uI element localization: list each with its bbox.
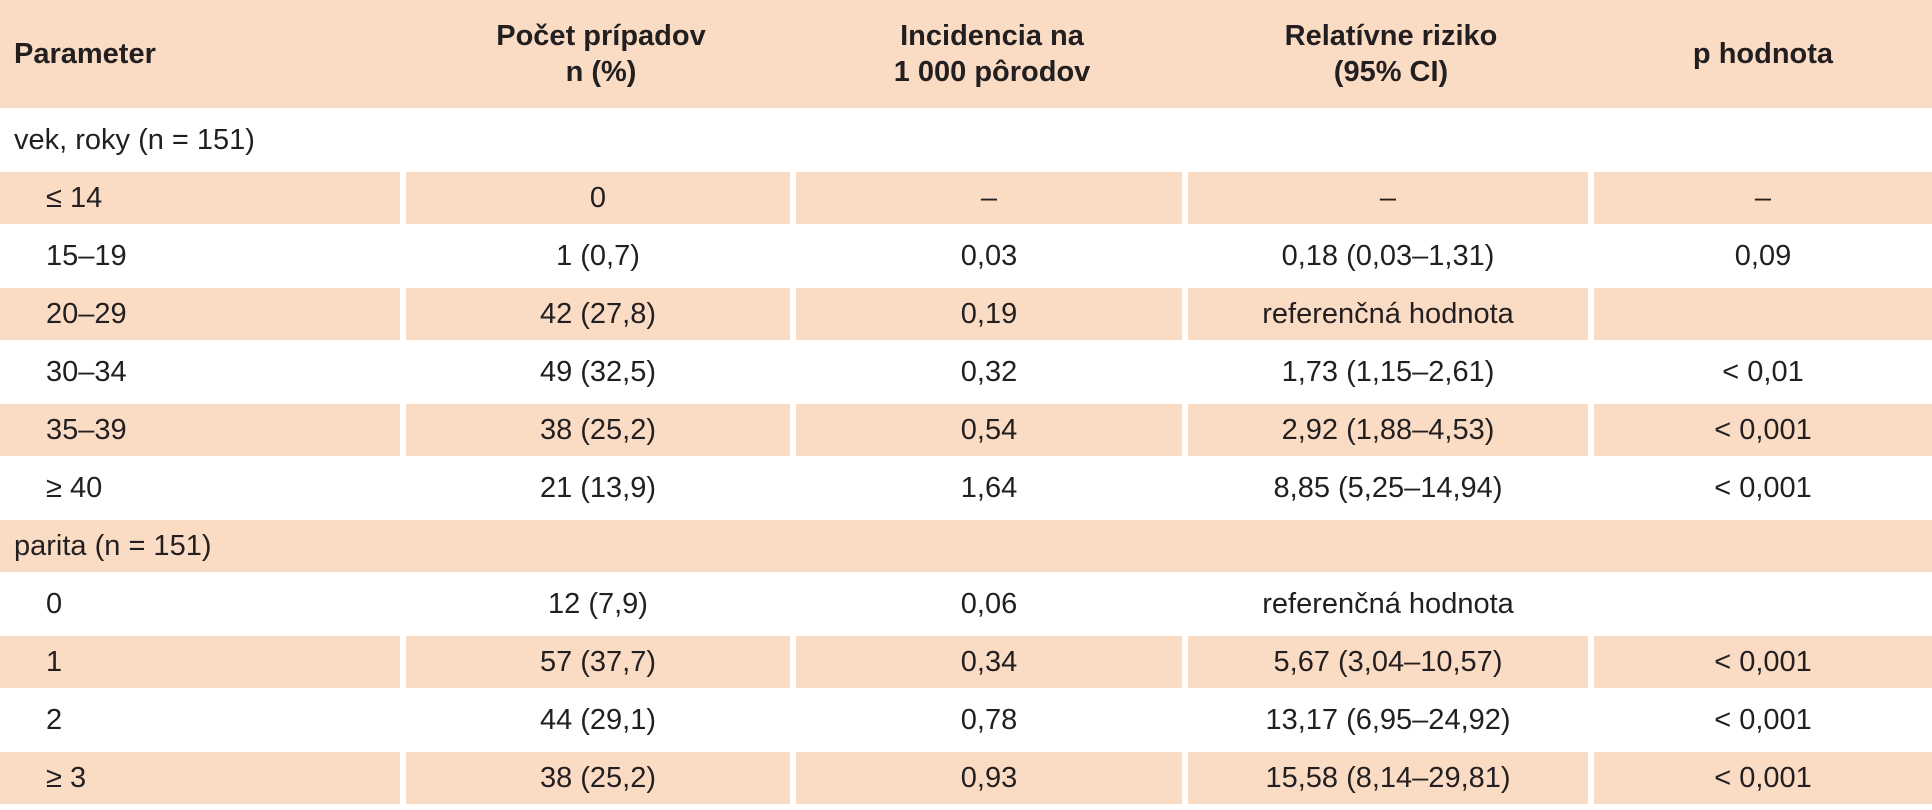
- header-parameter: Parameter: [0, 0, 406, 114]
- group-label: vek, roky (n = 151): [0, 114, 1932, 172]
- cell-p-value: –: [1594, 172, 1932, 230]
- group-row: parita (n = 151): [0, 520, 1932, 578]
- cell-incidence: –: [796, 172, 1188, 230]
- group-label: parita (n = 151): [0, 520, 1932, 578]
- cell-parameter: ≤ 14: [0, 172, 406, 230]
- header-incidence-line1: Incidencia na: [900, 20, 1084, 52]
- cell-parameter: 1: [0, 636, 406, 694]
- cell-count: 21 (13,9): [406, 462, 796, 520]
- table-row: 0 12 (7,9) 0,06 referenčná hodnota: [0, 578, 1932, 636]
- header-risk: Relatívne riziko (95% CI): [1188, 0, 1594, 114]
- cell-incidence: 1,64: [796, 462, 1188, 520]
- cell-incidence: 0,32: [796, 346, 1188, 404]
- table-row: ≥ 40 21 (13,9) 1,64 8,85 (5,25–14,94) < 0,00…: [0, 462, 1932, 520]
- cell-incidence: 0,06: [796, 578, 1188, 636]
- header-incidence-line2: 1 000 pôrodov: [893, 56, 1091, 88]
- cell-p-value: < 0,001: [1594, 752, 1932, 810]
- header-risk-line2: (95% CI): [1333, 56, 1449, 88]
- header-incidence: Incidencia na 1 000 pôrodov: [796, 0, 1188, 114]
- cell-risk: –: [1188, 172, 1594, 230]
- cell-parameter: 20–29: [0, 288, 406, 346]
- cell-risk: 5,67 (3,04–10,57): [1188, 636, 1594, 694]
- cell-p-value: 0,09: [1594, 230, 1932, 288]
- cell-p-value: < 0,001: [1594, 694, 1932, 752]
- cell-count: 1 (0,7): [406, 230, 796, 288]
- cell-parameter: ≥ 40: [0, 462, 406, 520]
- header-row: Parameter Počet prípadov n (%) Incidenci…: [0, 0, 1932, 114]
- cell-incidence: 0,78: [796, 694, 1188, 752]
- table-row: ≤ 14 0– – –: [0, 172, 1932, 230]
- header-p-value: p hodnota: [1594, 0, 1932, 114]
- cell-parameter: 2: [0, 694, 406, 752]
- cell-risk: 1,73 (1,15–2,61): [1188, 346, 1594, 404]
- cell-count: 12 (7,9): [406, 578, 796, 636]
- cell-count: 44 (29,1): [406, 694, 796, 752]
- table-row: 35–39 38 (25,2) 0,54 2,92 (1,88–4,53) < 0,00…: [0, 404, 1932, 462]
- cell-count: 42 (27,8): [406, 288, 796, 346]
- cell-risk: 2,92 (1,88–4,53): [1188, 404, 1594, 462]
- cell-count: 57 (37,7): [406, 636, 796, 694]
- cell-incidence: 0,03: [796, 230, 1188, 288]
- cell-parameter: ≥ 3: [0, 752, 406, 810]
- header-count: Počet prípadov n (%): [406, 0, 796, 114]
- cell-count: 38 (25,2): [406, 752, 796, 810]
- cell-risk: 8,85 (5,25–14,94): [1188, 462, 1594, 520]
- cell-incidence: 0,34: [796, 636, 1188, 694]
- cell-risk: referenčná hodnota: [1188, 288, 1594, 346]
- cell-p-value: [1594, 578, 1932, 636]
- cell-risk: 15,58 (8,14–29,81): [1188, 752, 1594, 810]
- cell-incidence: 0,54: [796, 404, 1188, 462]
- table-row: ≥ 3 38 (25,2) 0,93 15,58 (8,14–29,81) < 0,00…: [0, 752, 1932, 810]
- header-count-line2: n (%): [565, 56, 637, 88]
- cell-parameter: 30–34: [0, 346, 406, 404]
- table-header: Parameter Počet prípadov n (%) Incidenci…: [0, 0, 1932, 114]
- cell-parameter: 0: [0, 578, 406, 636]
- cell-incidence: 0,19: [796, 288, 1188, 346]
- cell-p-value: < 0,001: [1594, 462, 1932, 520]
- cell-p-value: < 0,01: [1594, 346, 1932, 404]
- cell-count: 38 (25,2): [406, 404, 796, 462]
- table-row: 15–19 1 (0,7) 0,03 0,18 (0,03–1,31) 0,09: [0, 230, 1932, 288]
- table-body: vek, roky (n = 151) ≤ 14 0– – –15–19 1 (0,7) 0…: [0, 114, 1932, 810]
- table-row: 20–29 42 (27,8) 0,19 referenčná hodnota: [0, 288, 1932, 346]
- cell-p-value: [1594, 288, 1932, 346]
- cell-parameter: 15–19: [0, 230, 406, 288]
- header-risk-line1: Relatívne riziko: [1284, 20, 1498, 52]
- table-row: 2 44 (29,1) 0,78 13,17 (6,95–24,92) < 0,001: [0, 694, 1932, 752]
- table-row: 1 57 (37,7) 0,34 5,67 (3,04–10,57) < 0,001: [0, 636, 1932, 694]
- table-row: 30–34 49 (32,5) 0,32 1,73 (1,15–2,61) < 0,01: [0, 346, 1932, 404]
- group-row: vek, roky (n = 151): [0, 114, 1932, 172]
- cell-p-value: < 0,001: [1594, 636, 1932, 694]
- cell-risk: 0,18 (0,03–1,31): [1188, 230, 1594, 288]
- cell-parameter: 35–39: [0, 404, 406, 462]
- cell-p-value: < 0,001: [1594, 404, 1932, 462]
- cell-count: 49 (32,5): [406, 346, 796, 404]
- cell-risk: referenčná hodnota: [1188, 578, 1594, 636]
- cell-count: 0: [406, 172, 796, 230]
- header-count-line1: Počet prípadov: [496, 20, 706, 52]
- cell-incidence: 0,93: [796, 752, 1188, 810]
- cell-risk: 13,17 (6,95–24,92): [1188, 694, 1594, 752]
